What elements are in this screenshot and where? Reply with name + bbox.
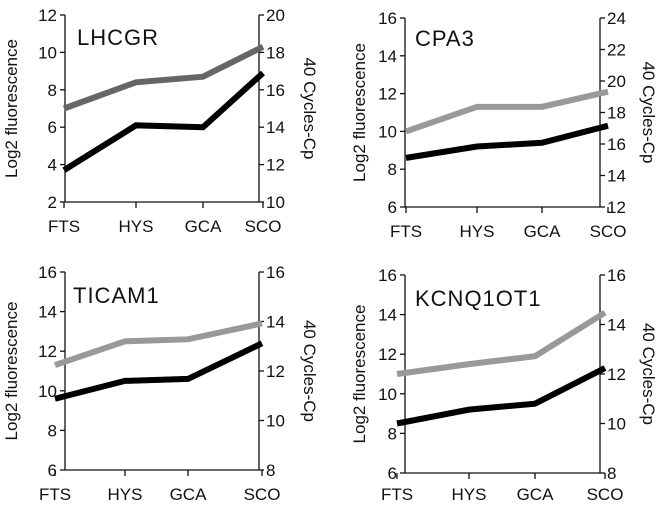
panel-2-right-tick-label: 22 xyxy=(607,41,626,60)
panel-2-series-1-line xyxy=(405,88,609,135)
panel-3-right-tick-label: 8 xyxy=(266,461,275,480)
panel-1-series-2-line xyxy=(62,70,266,173)
panel-3-series-1-line xyxy=(54,320,263,368)
panel-4-left-tick-label: 12 xyxy=(378,345,397,364)
panel-1-right-axis-label: 40 Cycles-Cp xyxy=(300,57,319,159)
panel-1-right-tick-label: 18 xyxy=(266,43,285,62)
panel-1-right-tick-label: 14 xyxy=(266,118,285,137)
panel-2-right-tick-label: 18 xyxy=(607,104,626,123)
panel-2-x-tick-label: FTS xyxy=(390,222,422,241)
panel-3-right-tick-label: 16 xyxy=(266,263,285,282)
panel-1-left-tick-label: 2 xyxy=(48,193,57,212)
panel-4-left-tick-label: 10 xyxy=(378,385,397,404)
panel-1-right-tick-label: 20 xyxy=(266,6,285,25)
panel-1-left-tick-label: 10 xyxy=(38,43,57,62)
panel-4-left-tick-label: 8 xyxy=(388,424,397,443)
panel-2-x-tick-label: HYS xyxy=(460,222,495,241)
panel-2-left-tick-label: 10 xyxy=(378,122,397,141)
panel-1-right-tick-label: 16 xyxy=(266,81,285,100)
panel-2-left-tick-label: 16 xyxy=(378,9,397,28)
panel-1-series-1-line xyxy=(62,44,265,112)
panel-4-series-1-line xyxy=(396,310,607,377)
panel-2-left-tick-label: 12 xyxy=(378,85,397,104)
panel-1-left-tick-label: 6 xyxy=(48,118,57,137)
panel-4-right-axis-label: 40 Cycles-Cp xyxy=(639,323,658,425)
panel-3-right-axis-label: 40 Cycles-Cp xyxy=(300,320,319,422)
panel-4-right-tick-label: 10 xyxy=(607,415,626,434)
panel-3-title: TICAM1 xyxy=(73,283,160,308)
panel-1-right-tick-label: 12 xyxy=(266,156,285,175)
panel-2-left-tick-label: 6 xyxy=(388,198,397,217)
panel-4-left-tick-label: 6 xyxy=(388,464,397,483)
panel-1-right-tick-label: 10 xyxy=(266,193,285,212)
panel-1-x-tick-label: FTS xyxy=(48,217,80,236)
panel-3-left-tick-label: 14 xyxy=(38,303,57,322)
panel-4-left-axis-label: Log2 fluorescence xyxy=(350,305,369,444)
panel-4-x-tick-label: SCO xyxy=(587,485,624,504)
panel-2-right-tick-label: 16 xyxy=(607,135,626,154)
panel-2-left-axis-label: Log2 fluorescence xyxy=(350,43,369,182)
panel-2-right-tick-label: 24 xyxy=(607,9,626,28)
panel-1-title: LHCGR xyxy=(77,25,159,50)
panel-1-x-tick-label: GCA xyxy=(185,217,223,236)
panel-3-x-tick-label: HYS xyxy=(108,485,143,504)
panel-3-left-axis-label: Log2 fluorescence xyxy=(2,302,21,441)
panel-3-right-tick-label: 10 xyxy=(266,412,285,431)
panel-2-series-2-line xyxy=(405,122,609,161)
panel-4-left-tick-label: 16 xyxy=(378,266,397,285)
panel-2-left-tick-label: 14 xyxy=(378,47,397,66)
panel-2-title: CPA3 xyxy=(415,26,475,51)
panel-4-x-tick-label: GCA xyxy=(517,485,555,504)
panel-3-left-tick-label: 16 xyxy=(38,263,57,282)
panel-3-left-tick-label: 12 xyxy=(38,342,57,361)
panel-4-title: KCNQ1OT1 xyxy=(415,286,542,311)
panel-4-right-tick-label: 14 xyxy=(607,316,626,335)
panel-1-left-tick-label: 8 xyxy=(48,81,57,100)
panel-3-right-tick-label: 12 xyxy=(266,362,285,381)
panel-4-x-tick-label: FTS xyxy=(381,485,413,504)
panel-2-x-tick-label: GCA xyxy=(524,222,562,241)
panel-4-right-tick-label: 12 xyxy=(607,365,626,384)
panel-2-right-tick-label: 12 xyxy=(607,198,626,217)
panel-2-left-tick-label: 8 xyxy=(388,160,397,179)
panel-2-right-axis-label: 40 Cycles-Cp xyxy=(639,61,658,163)
panel-3-x-tick-label: SCO xyxy=(244,485,281,504)
panel-1-x-tick-label: HYS xyxy=(119,217,154,236)
panel-4-x-tick-label: HYS xyxy=(452,485,487,504)
panel-1-left-axis-label: Log2 fluorescence xyxy=(2,39,21,178)
panel-1-left-tick-label: 4 xyxy=(48,156,57,175)
panel-3-right-tick-label: 14 xyxy=(266,313,285,332)
panel-4-right-tick-label: 16 xyxy=(607,266,626,285)
panel-3-x-tick-label: GCA xyxy=(170,485,208,504)
panel-1-x-tick-label: SCO xyxy=(245,217,282,236)
panel-2-x-tick-label: SCO xyxy=(590,222,627,241)
panel-3-left-tick-label: 8 xyxy=(48,421,57,440)
panel-2-right-tick-label: 20 xyxy=(607,72,626,91)
panel-1-left-tick-label: 12 xyxy=(38,6,57,25)
panel-4-right-tick-label: 8 xyxy=(607,464,616,483)
panel-3-series-2-line xyxy=(54,340,264,402)
panel-3-x-tick-label: FTS xyxy=(39,485,71,504)
panel-4-series-2-line xyxy=(396,365,607,427)
panel-2-right-tick-label: 14 xyxy=(607,167,626,186)
panel-3-left-tick-label: 10 xyxy=(38,382,57,401)
panel-3-left-tick-label: 6 xyxy=(48,461,57,480)
panel-4-left-tick-label: 14 xyxy=(378,306,397,325)
